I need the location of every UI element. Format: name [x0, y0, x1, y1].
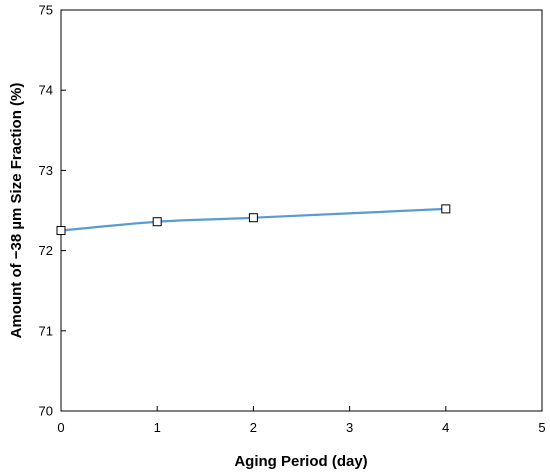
x-tick-label: 5 [538, 420, 545, 435]
y-tick-label: 73 [39, 163, 53, 178]
x-tick-label: 2 [250, 420, 257, 435]
x-tick-label: 4 [442, 420, 449, 435]
y-tick-label: 74 [39, 83, 53, 98]
data-markers [56, 204, 451, 236]
x-axis: 0 1 2 3 4 5 [57, 406, 546, 435]
x-axis-title: Aging Period (day) [234, 453, 367, 470]
data-point-marker [248, 213, 258, 223]
x-tick-label: 0 [57, 420, 64, 435]
y-tick-label: 70 [39, 404, 53, 419]
series-line [60, 207, 446, 232]
y-tick-label: 72 [39, 243, 53, 258]
y-axis-title: Amount of −38 µm Size Fraction (%) [8, 83, 25, 339]
data-point-marker [152, 217, 162, 227]
y-axis: 70 71 72 73 74 75 [39, 3, 66, 419]
x-tick-label: 3 [346, 420, 353, 435]
data-point-marker [56, 226, 66, 236]
y-tick-label: 75 [39, 3, 53, 18]
x-tick-label: 1 [154, 420, 161, 435]
plot-area [60, 9, 543, 412]
data-point-marker [441, 204, 451, 214]
y-tick-label: 71 [39, 323, 53, 338]
